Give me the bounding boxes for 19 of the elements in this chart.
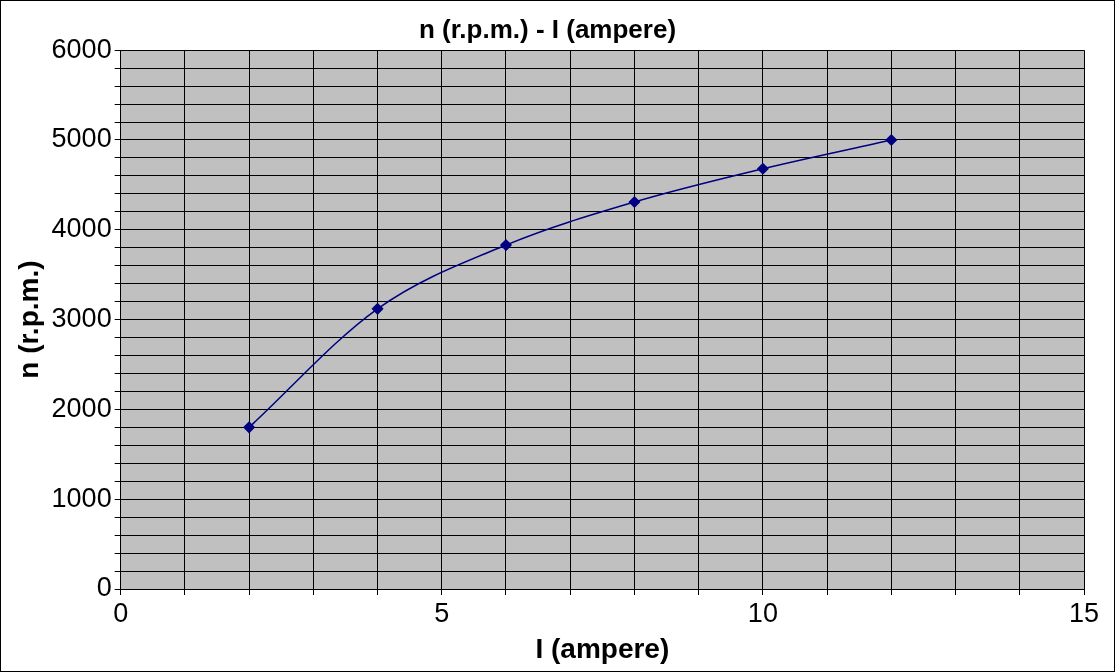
y-tick-label: 5000	[51, 123, 112, 154]
point	[885, 134, 898, 146]
point	[243, 421, 255, 434]
chart-title: n (r.p.m.) - I (ampere)	[418, 13, 677, 44]
x-tick-label: 10	[747, 597, 778, 628]
y-tick-label: 1000	[51, 482, 112, 513]
y-tick-label: 0	[96, 572, 112, 603]
y-tick-label: 6000	[51, 33, 112, 64]
x-tick-label: 15	[1068, 597, 1100, 628]
y-tick-label: 2000	[51, 392, 112, 423]
y-tick-label: 4000	[51, 213, 112, 244]
y-axis-title: n (r.p.m.)	[12, 260, 44, 379]
point	[628, 196, 641, 208]
point	[500, 239, 512, 251]
point	[757, 162, 769, 175]
x-tick-label: 5	[434, 597, 450, 628]
x-axis-title: I (ampere)	[535, 632, 670, 664]
y-tick-label: 3000	[51, 303, 112, 334]
point	[371, 303, 384, 315]
